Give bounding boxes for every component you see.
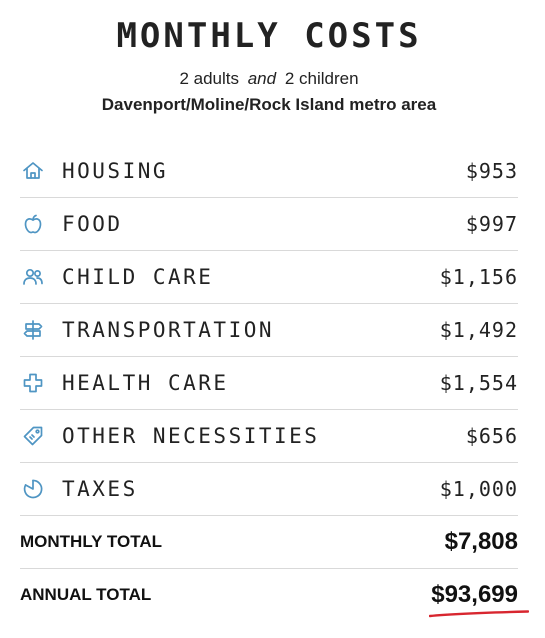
cost-row-other-necessities: OTHER NECESSITIES $656 [20,410,518,463]
metro-area: Davenport/Moline/Rock Island metro area [101,95,437,114]
cost-row-taxes: TAXES $1,000 [20,463,518,516]
cost-label: FOOD [62,212,123,236]
monthly-total-row: MONTHLY TOTAL $7,808 [20,516,518,569]
cost-label: HOUSING [62,159,169,183]
cost-row-housing: HOUSING $953 [20,145,518,198]
red-underline-decoration [429,610,530,618]
cost-value: $1,156 [439,265,518,289]
house-icon [20,158,46,184]
cost-value: $1,000 [439,477,518,501]
medical-cross-icon [20,370,46,396]
household-subtitle: 2 adults and 2 children [20,68,518,90]
cost-row-child-care: CHILD CARE $1,156 [20,251,518,304]
cost-label: TAXES [62,477,138,501]
annual-total-value-wrap: $93,699 [429,581,530,618]
cost-label: OTHER NECESSITIES [62,424,320,448]
cost-value: $953 [465,159,518,183]
cost-row-health-care: HEALTH CARE $1,554 [20,357,518,410]
page-title: MONTHLY COSTS [116,16,422,56]
cost-value: $997 [465,212,518,236]
conjunction: and [247,69,277,88]
annual-total-label: ANNUAL TOTAL [20,585,152,604]
annual-total-value: $93,699 [431,581,518,608]
cost-label: TRANSPORTATION [62,318,275,342]
cost-row-food: FOOD $997 [20,198,518,251]
apple-icon [20,211,46,237]
pie-chart-icon [20,476,46,502]
people-icon [20,264,46,290]
tag-icon [20,423,46,449]
annual-total-row: ANNUAL TOTAL $93,699 [20,569,530,621]
monthly-costs-card: MONTHLY COSTS 2 adults and 2 children Da… [20,0,530,621]
monthly-total-label: MONTHLY TOTAL [20,532,162,551]
cost-label: CHILD CARE [62,265,214,289]
children-count: 2 children [284,69,359,88]
cost-label: HEALTH CARE [62,371,229,395]
cost-value: $1,492 [439,318,518,342]
monthly-total-value: $7,808 [444,528,518,555]
adults-count: 2 adults [179,69,239,88]
signpost-icon [20,317,46,343]
cost-row-transportation: TRANSPORTATION $1,492 [20,304,518,357]
cost-value: $1,554 [439,371,518,395]
cost-list: HOUSING $953 FOOD $997 CHILD CARE $1,156… [20,145,530,621]
cost-value: $656 [465,424,518,448]
